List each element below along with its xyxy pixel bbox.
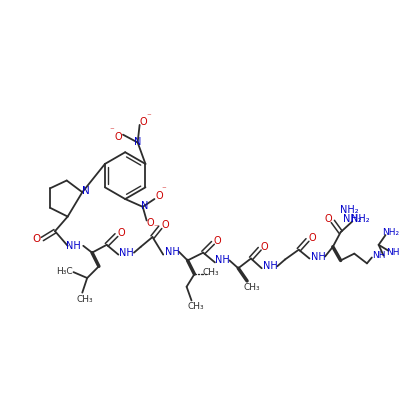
Text: NH: NH [165, 247, 179, 257]
Text: O: O [114, 132, 122, 142]
Text: O: O [308, 233, 316, 243]
Text: NH₂: NH₂ [340, 205, 359, 215]
Text: NH₂: NH₂ [343, 214, 362, 224]
Text: ⁻: ⁻ [146, 113, 151, 122]
Text: O: O [147, 218, 154, 228]
Text: O: O [261, 242, 268, 252]
Text: N: N [134, 136, 141, 146]
Text: CH₃: CH₃ [77, 295, 94, 304]
Text: O: O [161, 220, 169, 230]
Text: O: O [32, 234, 41, 244]
Text: N: N [82, 186, 90, 196]
Text: ⁻: ⁻ [162, 186, 166, 195]
Text: NH: NH [119, 248, 134, 258]
Text: NH₂: NH₂ [382, 228, 399, 237]
Text: O: O [156, 191, 163, 201]
Text: NH: NH [372, 251, 385, 260]
Text: CH₃: CH₃ [244, 283, 260, 292]
Text: NH: NH [311, 252, 326, 262]
Text: NH: NH [66, 241, 81, 251]
Text: N: N [141, 201, 148, 211]
Text: ⁻: ⁻ [153, 224, 158, 233]
Text: O: O [118, 228, 125, 238]
Text: NH₂: NH₂ [351, 214, 370, 224]
Text: NH: NH [215, 256, 230, 266]
Text: CH₃: CH₃ [187, 302, 204, 311]
Text: NH: NH [386, 248, 400, 257]
Text: O: O [324, 214, 332, 224]
Text: NH: NH [263, 261, 278, 271]
Text: O: O [214, 236, 222, 246]
Text: CH₃: CH₃ [203, 268, 219, 277]
Text: ⁻: ⁻ [109, 126, 114, 135]
Text: H₃C: H₃C [56, 267, 73, 276]
Text: O: O [140, 117, 147, 127]
